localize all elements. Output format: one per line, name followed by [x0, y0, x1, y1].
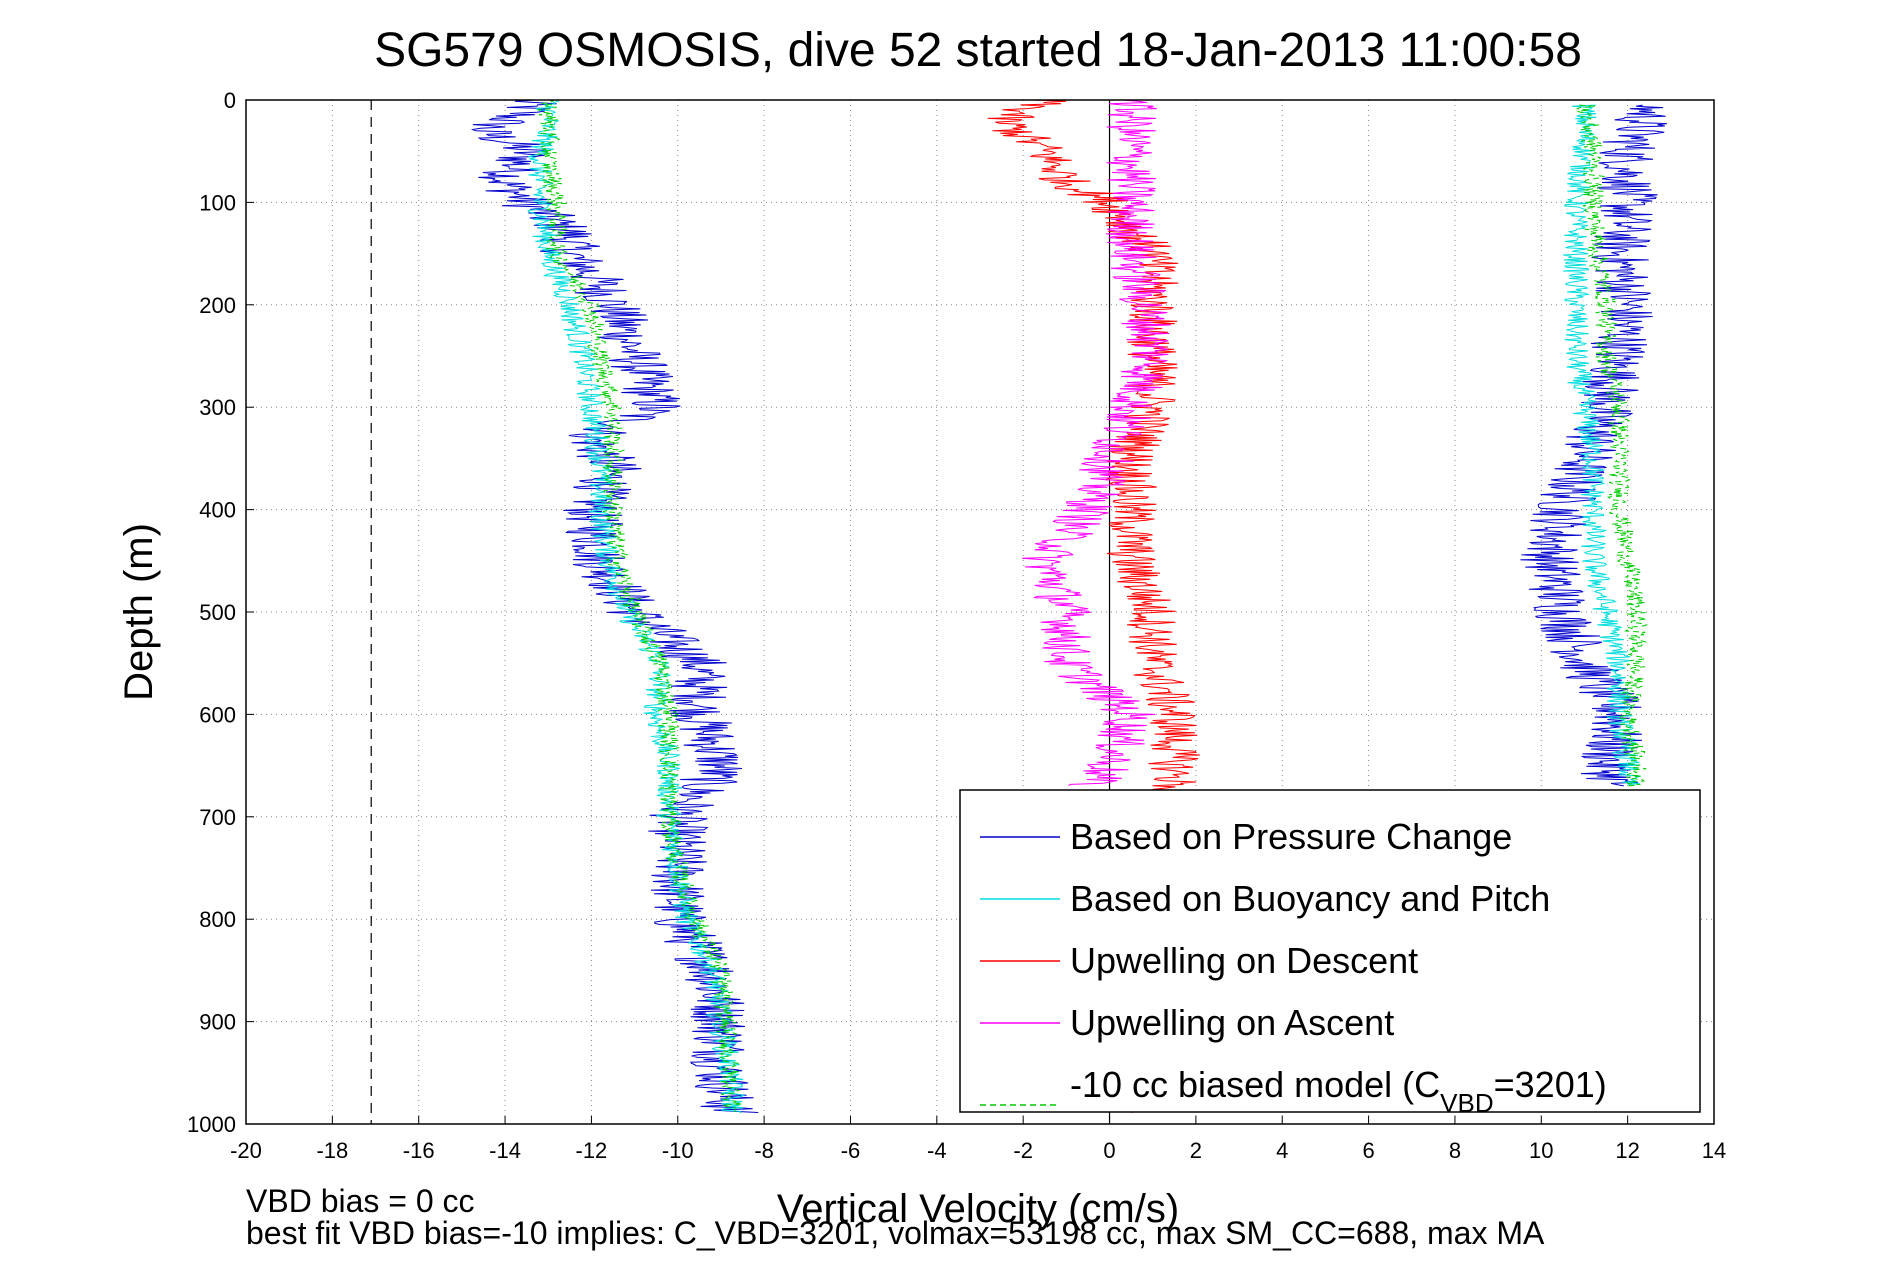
x-tick-label: 0: [1103, 1138, 1115, 1163]
x-axis-label: Vertical Velocity (cm/s): [777, 1187, 1179, 1231]
x-tick-label: 4: [1276, 1138, 1288, 1163]
series-line-based-on-buoyancy-and-pitch-ascent: [1562, 104, 1641, 787]
x-tick-label: -2: [1013, 1138, 1033, 1163]
series-line-10-cc-biased-model-cvbd-3201-ascent: [1576, 104, 1649, 787]
x-tick-label: -20: [230, 1138, 262, 1163]
x-tick-label: 2: [1190, 1138, 1202, 1163]
legend-box: [959, 789, 1701, 1113]
y-tick-label: 600: [199, 702, 236, 727]
x-ticks: -20 -18 -16 -14 -12 -10 -8 -6 -4 -2 0 2 4 6 8 10 12 14: [230, 1116, 1726, 1163]
y-tick-label: 900: [199, 1010, 236, 1035]
legend-label: Based on Pressure Change: [1070, 816, 1512, 857]
x-tick-label: -16: [403, 1138, 435, 1163]
y-tick-label: 200: [199, 293, 236, 318]
y-tick-label: 800: [199, 907, 236, 932]
series-line-10-cc-biased-model-cvbd-3201-descent: [537, 100, 743, 1113]
legend: Based on Pressure Change Based on Buoyanc…: [959, 789, 1701, 1118]
legend-subscript: VBD: [1440, 1088, 1493, 1118]
y-tick-label: 500: [199, 600, 236, 625]
x-tick-label: -4: [927, 1138, 947, 1163]
x-tick-label: 12: [1615, 1138, 1639, 1163]
x-tick-label: 6: [1362, 1138, 1374, 1163]
footer-line-1: VBD bias = 0 cc: [246, 1183, 475, 1219]
x-tick-label: 14: [1702, 1138, 1726, 1163]
series-line-upwelling-on-ascent-descent: [1022, 100, 1171, 787]
footer-line-2: best fit VBD bias=-10 implies: C_VBD=320…: [246, 1215, 1545, 1251]
legend-label: Upwelling on Descent: [1070, 940, 1418, 981]
x-tick-label: -8: [754, 1138, 774, 1163]
x-tick-label: -18: [316, 1138, 348, 1163]
series-layer: [470, 100, 1667, 1113]
x-tick-label: 8: [1449, 1138, 1461, 1163]
y-tick-label: 300: [199, 395, 236, 420]
y-tick-label: 0: [224, 88, 236, 113]
series-line-based-on-pressure-change-ascent: [1520, 104, 1667, 787]
y-tick-label: 100: [199, 190, 236, 215]
x-tick-label: -6: [841, 1138, 861, 1163]
legend-label: Upwelling on Ascent: [1070, 1002, 1394, 1043]
series-line-based-on-buoyancy-and-pitch-descent: [527, 100, 746, 1113]
y-axis-label: Depth (m): [117, 523, 161, 701]
x-tick-label: -12: [576, 1138, 608, 1163]
y-tick-label: 1000: [187, 1112, 236, 1137]
y-ticks: 0 100 200 300 400 500 600 700 800 900 1000: [187, 88, 254, 1137]
y-tick-label: 700: [199, 805, 236, 830]
y-tick-label: 400: [199, 498, 236, 523]
chart-title: SG579 OSMOSIS, dive 52 started 18-Jan-20…: [374, 24, 1582, 77]
x-tick-label: 10: [1529, 1138, 1553, 1163]
legend-suffix: =3201): [1494, 1064, 1607, 1105]
x-tick-label: -14: [489, 1138, 521, 1163]
x-tick-label: -10: [662, 1138, 694, 1163]
legend-label: Based on Buoyancy and Pitch: [1070, 878, 1550, 919]
